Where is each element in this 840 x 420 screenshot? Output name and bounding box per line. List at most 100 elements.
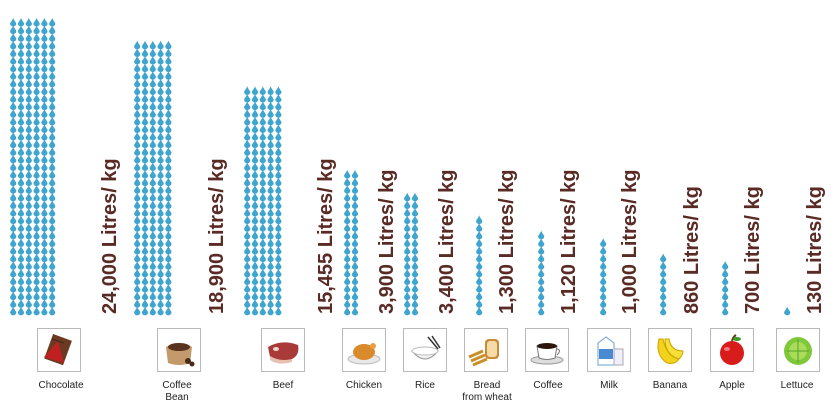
water-drop	[49, 93, 56, 103]
water-drop	[134, 253, 141, 263]
water-drop	[134, 306, 141, 316]
water-drop	[157, 154, 164, 164]
water-drop	[404, 200, 411, 209]
water-drop	[33, 63, 40, 73]
water-drop	[17, 63, 25, 73]
water-drop	[244, 184, 251, 194]
beef-icon	[261, 328, 305, 372]
water-drop	[17, 48, 25, 57]
water-drop	[25, 230, 32, 240]
water-drop	[41, 124, 48, 133]
water-drop	[141, 124, 149, 133]
water-drop	[141, 230, 149, 240]
water-drop	[141, 215, 149, 225]
water-drop	[141, 260, 149, 270]
water-drop	[41, 260, 48, 270]
water-drop	[41, 184, 48, 194]
water-drop	[149, 238, 156, 247]
water-drop	[25, 268, 32, 278]
water-drop	[157, 169, 164, 179]
water-drop	[165, 184, 172, 194]
water-drop	[660, 253, 667, 263]
water-drop	[49, 276, 56, 285]
water-drop	[244, 86, 251, 95]
water-drop	[33, 162, 40, 171]
water-drop	[49, 192, 56, 202]
water-drop	[149, 215, 156, 225]
coffee-bean-icon	[157, 328, 201, 372]
water-drop	[165, 63, 172, 73]
bar-5	[476, 215, 483, 316]
water-drop	[149, 86, 156, 95]
water-drop	[267, 177, 274, 187]
water-drop	[351, 207, 359, 217]
water-drop	[134, 139, 141, 149]
water-drop	[25, 154, 32, 164]
water-drop	[165, 230, 172, 240]
water-drop	[157, 253, 164, 263]
water-drop	[244, 177, 251, 187]
category-label: Chocolate	[38, 380, 84, 391]
water-drop	[10, 146, 17, 156]
water-drop	[251, 207, 259, 217]
water-drop	[25, 124, 32, 133]
water-drop	[149, 101, 156, 111]
water-drop	[538, 253, 545, 263]
bar-7	[600, 238, 607, 316]
water-drop	[538, 245, 545, 255]
water-drop	[259, 200, 266, 209]
water-drop	[17, 192, 25, 202]
water-drop	[275, 146, 282, 156]
water-drop	[259, 116, 266, 126]
water-drop	[149, 245, 156, 255]
water-drop	[134, 93, 141, 103]
water-drop	[259, 169, 266, 179]
water-drop	[149, 184, 156, 194]
water-drop	[25, 245, 32, 255]
water-drop	[149, 162, 156, 171]
water-drop	[141, 154, 149, 164]
water-drop	[49, 108, 56, 118]
water-drop	[476, 260, 483, 270]
water-drop	[17, 245, 25, 255]
water-drop	[10, 25, 17, 35]
water-drop	[41, 101, 48, 111]
water-drop	[411, 260, 419, 270]
water-drop	[10, 32, 17, 42]
water-drop	[17, 291, 25, 301]
bar-0	[10, 17, 56, 316]
water-drop	[41, 63, 48, 73]
water-drop	[25, 162, 32, 171]
water-drop	[351, 215, 359, 225]
water-drop	[476, 306, 483, 316]
water-drop	[17, 146, 25, 156]
water-drop	[33, 245, 40, 255]
water-drop	[10, 93, 17, 103]
water-drop	[351, 245, 359, 255]
water-drop	[267, 169, 274, 179]
water-drop	[267, 162, 274, 171]
water-drop	[49, 32, 56, 42]
water-drop	[10, 63, 17, 73]
water-drop	[351, 177, 359, 187]
water-drop	[49, 177, 56, 187]
water-drop	[344, 184, 351, 194]
water-drop	[141, 169, 149, 179]
water-drop	[149, 40, 156, 50]
water-drop	[259, 238, 266, 247]
water-drop	[134, 215, 141, 225]
water-drop	[33, 177, 40, 187]
water-drop	[344, 268, 351, 278]
water-drop	[251, 184, 259, 194]
water-drop	[157, 268, 164, 278]
water-drop	[259, 291, 266, 301]
water-drop	[157, 298, 164, 308]
water-drop	[344, 177, 351, 187]
water-drop	[17, 253, 25, 263]
water-drop	[25, 101, 32, 111]
water-drop	[141, 268, 149, 278]
water-drop	[411, 238, 419, 247]
water-drop	[476, 238, 483, 247]
water-drop	[41, 146, 48, 156]
water-drop	[722, 291, 729, 301]
